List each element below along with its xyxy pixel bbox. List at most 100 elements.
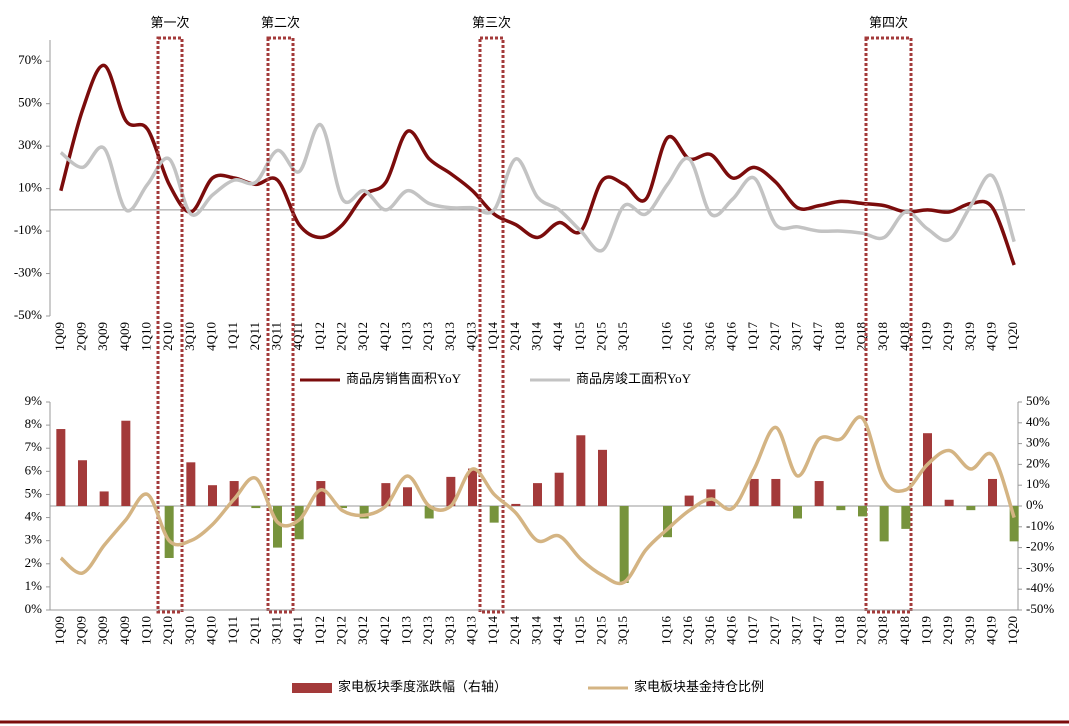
x-tick-label: 2Q11 <box>247 616 262 644</box>
y-tick-label: 0% <box>25 601 43 616</box>
x-tick-label: 3Q11 <box>268 616 283 644</box>
x-tick-label: 1Q14 <box>485 616 500 645</box>
x-tick-label: 1Q13 <box>398 616 413 645</box>
x-tick-label: 4Q10 <box>203 616 218 645</box>
y2-tick-label: -50% <box>1026 601 1054 616</box>
bar <box>793 506 802 519</box>
x-tick-label: 3Q14 <box>528 322 543 351</box>
x-tick-label: 3Q18 <box>875 322 890 351</box>
x-tick-label: 1Q20 <box>1005 322 1020 351</box>
x-tick-label: 3Q19 <box>962 616 977 645</box>
y2-tick-label: 30% <box>1026 435 1050 450</box>
x-tick-label: 2Q15 <box>593 322 608 351</box>
annotation: 第二次 <box>261 15 300 30</box>
bar <box>533 483 542 506</box>
x-tick-label: 3Q17 <box>788 616 803 645</box>
x-tick-label: 4Q18 <box>897 322 912 351</box>
x-tick-label: 4Q17 <box>810 616 825 645</box>
x-tick-label: 4Q13 <box>463 322 478 351</box>
y2-tick-label: 10% <box>1026 476 1050 491</box>
bar <box>576 435 586 506</box>
y-tick-label: -50% <box>14 307 42 322</box>
y2-tick-label: -40% <box>1026 580 1054 595</box>
legend-label: 家电板块基金持仓比例 <box>634 679 764 694</box>
y-tick-label: 70% <box>18 52 42 67</box>
x-tick-label: 4Q16 <box>723 322 738 351</box>
x-tick-label: 3Q11 <box>268 322 283 350</box>
x-tick-label: 4Q19 <box>983 616 998 645</box>
x-tick-label: 2Q12 <box>333 322 348 351</box>
y2-tick-label: 50% <box>1026 393 1050 408</box>
annotation: 第三次 <box>472 15 511 30</box>
bar <box>273 506 282 548</box>
x-tick-label: 3Q18 <box>875 616 890 645</box>
legend-swatch <box>292 683 332 693</box>
y2-tick-label: 20% <box>1026 455 1050 470</box>
x-tick-label: 1Q14 <box>485 322 500 351</box>
x-tick-label: 2Q14 <box>507 322 522 351</box>
legend-label: 商品房竣工面积YoY <box>576 371 692 386</box>
x-tick-label: 1Q15 <box>572 616 587 645</box>
bar <box>944 499 954 506</box>
line <box>59 415 1016 586</box>
bar <box>294 506 304 540</box>
x-tick-label: 2Q16 <box>680 616 695 645</box>
y-tick-label: 4% <box>25 509 43 524</box>
bar <box>208 485 217 506</box>
y-tick-label: -10% <box>14 222 42 237</box>
x-tick-label: 1Q20 <box>1005 616 1020 645</box>
x-tick-label: 4Q18 <box>897 616 912 645</box>
x-tick-label: 1Q13 <box>398 322 413 351</box>
x-tick-label: 2Q18 <box>853 322 868 351</box>
x-tick-label: 2Q14 <box>507 616 522 645</box>
bar <box>814 481 824 506</box>
bar <box>359 506 369 519</box>
x-tick-label: 4Q10 <box>203 322 218 351</box>
bar <box>338 506 347 509</box>
y2-tick-label: -30% <box>1026 559 1054 574</box>
y2-tick-label: -10% <box>1026 518 1054 533</box>
bar <box>771 478 781 506</box>
bar <box>663 506 672 538</box>
x-tick-label: 3Q09 <box>95 322 110 351</box>
x-tick-label: 1Q17 <box>745 616 760 645</box>
x-tick-label: 3Q15 <box>615 616 630 645</box>
x-tick-label: 1Q09 <box>52 616 67 645</box>
x-tick-label: 3Q09 <box>95 616 110 645</box>
x-tick-label: 2Q11 <box>247 322 262 350</box>
y-tick-label: -30% <box>14 265 42 280</box>
bar <box>186 462 196 506</box>
y-tick-label: 30% <box>18 137 42 152</box>
bar <box>923 433 932 506</box>
x-tick-label: 3Q14 <box>528 616 543 645</box>
x-tick-label: 4Q11 <box>290 322 305 350</box>
x-tick-label: 2Q12 <box>333 616 348 645</box>
x-tick-label: 4Q12 <box>377 616 392 645</box>
bar <box>749 478 759 506</box>
line <box>59 63 1016 266</box>
y-tick-label: 6% <box>25 462 43 477</box>
x-tick-label: 1Q11 <box>225 616 240 644</box>
x-tick-label: 4Q13 <box>463 616 478 645</box>
x-tick-label: 3Q10 <box>182 322 197 351</box>
annotation: 第一次 <box>150 15 189 30</box>
x-tick-label: 2Q13 <box>420 616 435 645</box>
y-tick-label: 3% <box>25 532 43 547</box>
bar <box>988 478 997 506</box>
y-tick-label: 7% <box>25 439 43 454</box>
x-tick-label: 1Q12 <box>312 322 327 351</box>
bar <box>901 506 911 529</box>
x-tick-label: 2Q16 <box>680 322 695 351</box>
x-tick-label: 2Q19 <box>940 616 955 645</box>
x-tick-label: 3Q16 <box>702 616 717 645</box>
line <box>59 123 1016 253</box>
x-tick-label: 4Q14 <box>550 322 565 351</box>
y2-tick-label: 0% <box>1026 497 1044 512</box>
x-tick-label: 2Q09 <box>73 322 88 351</box>
legend-label: 商品房销售面积YoY <box>346 371 462 386</box>
x-tick-label: 1Q19 <box>918 616 933 645</box>
x-tick-label: 3Q13 <box>442 322 457 351</box>
x-tick-label: 4Q14 <box>550 616 565 645</box>
x-tick-label: 3Q10 <box>182 616 197 645</box>
